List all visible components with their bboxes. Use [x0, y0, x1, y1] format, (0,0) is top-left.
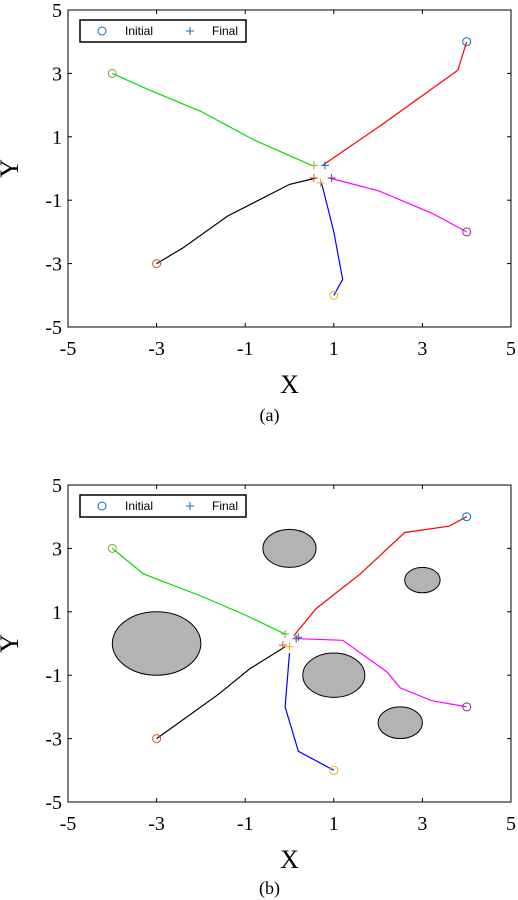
initial-point-marker	[462, 37, 472, 47]
legend-box	[79, 19, 247, 43]
y-tick-label: -5	[45, 792, 62, 814]
initial-point-marker	[329, 290, 339, 300]
panel-caption: (b)	[259, 878, 280, 899]
legend-circle-icon	[97, 26, 107, 36]
x-tick-label: 3	[417, 338, 427, 360]
y-axis-label: Y	[0, 159, 24, 178]
chart-panel-a: -5 -3 -1 1 3 5 5 3 1 -1 -3 -5 X Y Initial Final (a)	[0, 0, 516, 426]
obstacle-3	[302, 652, 366, 698]
x-tick-label: -5	[60, 338, 77, 360]
obstacle-2	[262, 528, 317, 568]
legend-label-initial: Initial	[125, 499, 153, 513]
trajectory-line-2	[111, 547, 286, 635]
x-axis-label: X	[280, 845, 299, 874]
legend-circle-icon	[97, 501, 107, 511]
y-tick-label: 3	[52, 538, 62, 560]
y-tick-label: 3	[52, 63, 62, 85]
x-tick-label: -1	[237, 813, 254, 835]
y-tick-label: 5	[52, 475, 62, 497]
final-point-marker	[281, 629, 290, 638]
trajectory-line-4	[284, 652, 335, 771]
legend: Initial Final	[79, 19, 247, 43]
final-point-marker	[309, 161, 318, 170]
obstacle-5	[377, 706, 423, 740]
initial-point-marker	[107, 543, 117, 553]
x-tick-label: -1	[237, 338, 254, 360]
legend-label-final: Final	[212, 499, 238, 513]
initial-point-marker	[462, 227, 472, 237]
plot-area	[67, 9, 512, 328]
trajectory-line-3	[329, 177, 467, 233]
y-tick-label: -3	[45, 254, 62, 276]
trajectory-line-1	[322, 41, 468, 166]
panel-caption: (a)	[260, 405, 280, 426]
legend: Initial Final	[79, 494, 247, 518]
x-axis-label: X	[280, 370, 299, 399]
final-point-marker	[278, 641, 287, 650]
y-tick-label: -1	[45, 190, 62, 212]
initial-point-marker	[107, 68, 117, 78]
initial-point-marker	[152, 259, 162, 269]
initial-point-marker	[462, 702, 472, 712]
x-tick-label: -3	[148, 813, 165, 835]
y-tick-label: -1	[45, 665, 62, 687]
trajectory-line-3	[298, 638, 467, 708]
final-point-marker	[309, 174, 318, 183]
y-tick-label: 5	[52, 0, 62, 22]
obstacle-4	[404, 566, 441, 594]
final-point-marker	[292, 634, 301, 643]
y-tick-label: 1	[52, 127, 62, 149]
chart-panel-b: -5 -3 -1 1 3 5 5 3 1 -1 -3 -5 X Y Initial Final (b)	[0, 475, 516, 899]
y-tick-label: 1	[52, 602, 62, 624]
initial-point-marker	[329, 765, 339, 775]
x-tick-label: -5	[60, 813, 77, 835]
trajectory-line-5	[156, 646, 286, 740]
trajectory-line-2	[112, 72, 312, 166]
final-point-marker	[320, 161, 329, 170]
final-point-marker	[327, 174, 336, 183]
y-tick-label: -5	[45, 317, 62, 339]
trajectory-line-1	[293, 516, 467, 636]
trajectory-line-5	[156, 177, 317, 265]
x-tick-label: -3	[148, 338, 165, 360]
y-tick-label: -3	[45, 729, 62, 751]
legend-box	[79, 494, 247, 518]
x-tick-label: 3	[417, 813, 427, 835]
initial-point-marker	[152, 734, 162, 744]
x-tick-label: 5	[506, 813, 516, 835]
legend-label-final: Final	[212, 24, 238, 38]
final-point-marker	[316, 178, 325, 187]
final-point-marker	[285, 642, 294, 651]
trajectory-line-4	[319, 181, 344, 296]
x-tick-label: 1	[329, 813, 339, 835]
x-tick-label: 5	[506, 338, 516, 360]
x-tick-label: 1	[329, 338, 339, 360]
obstacle-1	[111, 611, 202, 676]
y-axis-label: Y	[0, 634, 24, 653]
legend-label-initial: Initial	[125, 24, 153, 38]
initial-point-marker	[462, 512, 472, 522]
